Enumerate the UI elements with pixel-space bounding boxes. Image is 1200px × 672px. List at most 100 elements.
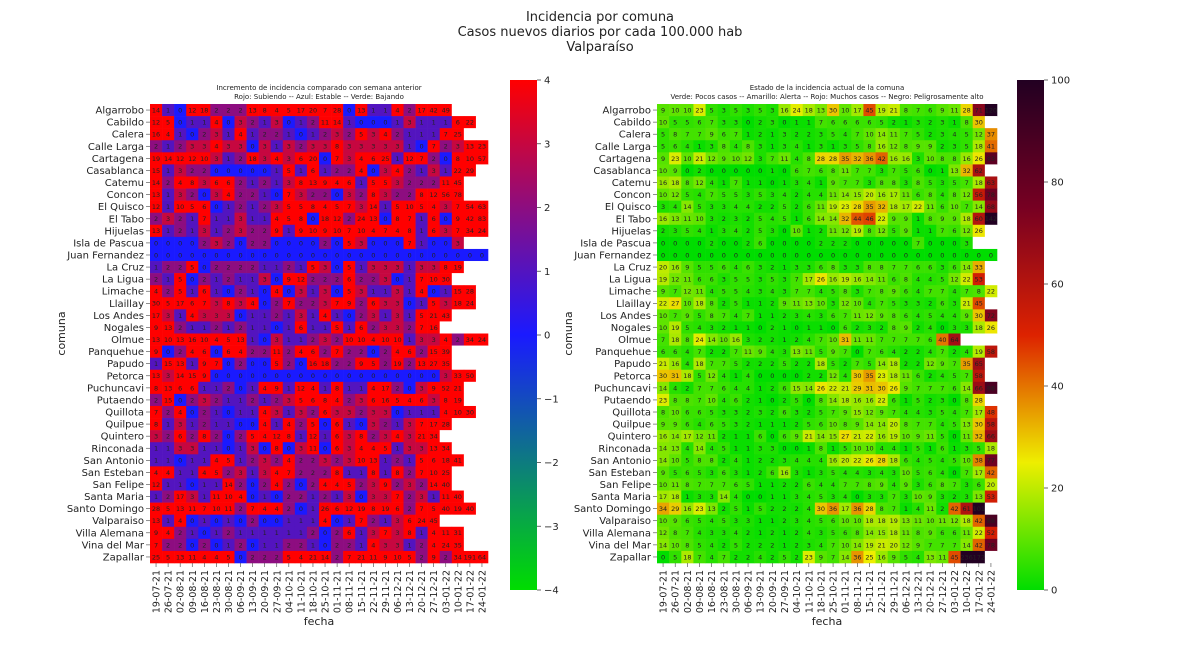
cell-label: 12 [188,106,196,114]
cell-label: 0 [468,251,472,259]
cell-label: 8 [395,215,399,223]
y-tick-label: Quintero [101,432,144,443]
cell-label: 11 [321,119,329,127]
cell-label: 3 [807,263,811,271]
cell-label: 0 [311,251,315,259]
cell-label: 5 [819,348,823,356]
y-tick-label: San Esteban [82,468,144,479]
cell-label: 7 [940,384,944,392]
cell-label: 16 [829,276,837,284]
heatmap-subtitle: Rojo: Subiendo -- Azul: Estable -- Verde… [234,93,404,101]
cell-label: 6 [819,420,823,428]
cell-label: 3 [432,336,436,344]
cell-label: 14 [671,433,679,441]
cell-label: 1 [287,336,291,344]
cell-label: 6 [190,384,194,392]
cell-label: 3 [770,191,774,199]
cell-label: 3 [420,384,424,392]
y-axis-label: comuna [55,311,68,355]
heatmap-2: Estado de la incidencia actual de la com… [562,76,1070,629]
cell-label: 12 [829,372,837,380]
cell-label: 0 [311,239,315,247]
cell-label: 0 [420,143,424,151]
y-tick-label: Los Andes [600,311,651,322]
cell-label: 10 [707,396,715,404]
cell-label: 1 [746,324,750,332]
cell-label: 12 [865,312,873,320]
cell-label: 8 [673,396,677,404]
heatmap-cell [451,430,465,443]
cell-label: 45 [865,106,873,114]
heatmap-cell [246,116,259,129]
y-tick-label: San Esteban [589,468,651,479]
cell-label: 1 [420,408,424,416]
heatmap-cell [246,104,259,117]
cell-label: 16 [780,106,788,114]
cell-label: 12 [188,155,196,163]
cell-label: 4 [807,493,811,501]
heatmap-cell [222,116,235,129]
cell-label: 5 [287,203,291,211]
cell-label: 3 [673,227,677,235]
cell-label: 5 [685,191,689,199]
cell-label: 11 [817,203,825,211]
cell-label: 63 [478,203,486,211]
cell-label: 21 [454,384,462,392]
cell-label: 17 [853,106,861,114]
cell-label: 1 [214,384,218,392]
cell-label: 3 [287,155,291,163]
cell-label: 1 [190,215,194,223]
cell-label: 0 [807,396,811,404]
cell-label: 12 [695,433,703,441]
cell-label: 0 [432,288,436,296]
cell-label: 4 [952,312,956,320]
cell-label: 16 [890,155,898,163]
cell-label: 3 [770,106,774,114]
x-tick-label: 11-10-21 [296,570,307,613]
cell-label: 8 [952,155,956,163]
cell-label: 3 [819,529,823,537]
cell-label: 6 [928,469,932,477]
cell-label: 4 [904,408,908,416]
cell-label: 1 [782,529,786,537]
cell-label: 0 [795,372,799,380]
cell-label: 2 [722,348,726,356]
cell-label: 6 [685,469,689,477]
heatmap-cell [427,152,441,165]
cell-label: 1 [807,445,811,453]
y-tick-label: Olmue [111,335,144,346]
cell-label: 7 [287,300,291,308]
cell-label: 1 [807,469,811,477]
x-tick-label: 09-08-21 [695,570,706,613]
cell-label: 4 [238,493,242,501]
cell-label: 5 [347,239,351,247]
cell-label: 3 [383,263,387,271]
cell-label: 10 [405,203,413,211]
heatmap-cell [984,369,998,383]
cell-label: 5 [214,469,218,477]
cell-label: 10 [212,505,220,513]
cell-label: 4 [275,288,279,296]
cell-label: 2 [371,517,375,525]
cell-label: 0 [335,191,339,199]
heatmap-cell [463,128,477,141]
y-tick-label: Isla de Pascua [580,238,651,249]
heatmap-cell [984,224,998,238]
cell-label: 7 [940,348,944,356]
heatmap-cell [403,104,416,117]
cell-label: 2 [323,469,327,477]
x-tick-label: 20-12-21 [417,570,428,613]
cell-label: 1 [251,408,255,416]
x-tick-label: 03-01-22 [441,570,452,613]
heatmap-cell [258,176,272,189]
cell-label: 23 [805,553,813,561]
cell-label: 13 [369,215,377,223]
cell-label: 11 [938,517,946,525]
cell-label: 5 [371,179,375,187]
heatmap-cell [162,188,175,201]
cell-label: 14 [841,191,849,199]
x-tick-label: 03-01-22 [950,570,961,613]
cell-label: 2 [323,239,327,247]
cell-label: 1 [347,469,351,477]
cell-label: 6 [710,276,714,284]
